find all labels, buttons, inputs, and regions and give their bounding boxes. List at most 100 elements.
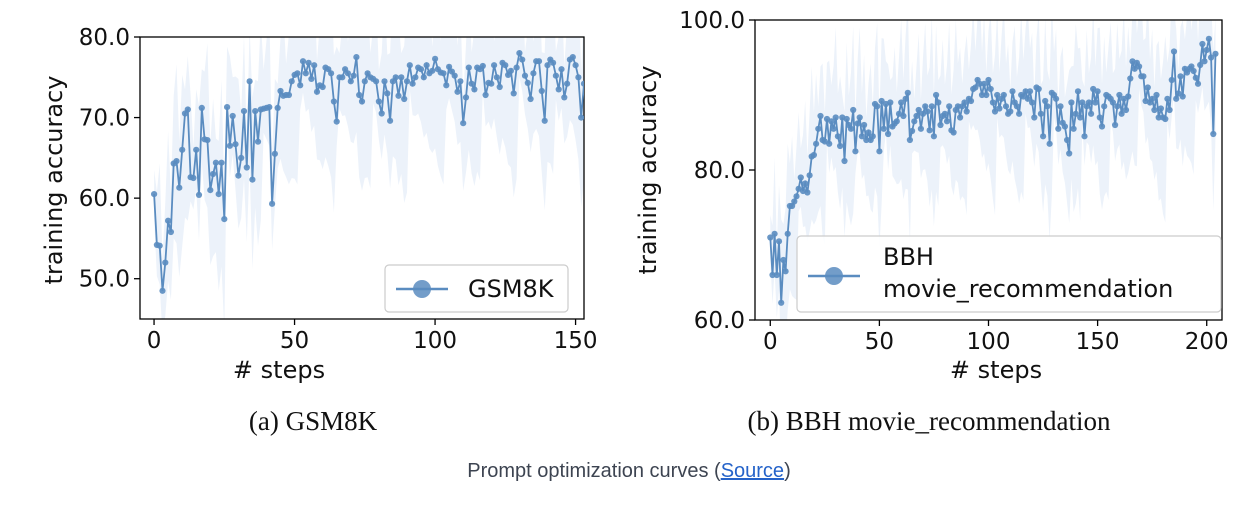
gsm8k-data-point [238,154,245,161]
gsm8k-data-point [432,55,439,62]
bbh-data-point [1013,103,1021,110]
bbh-data-point [1042,97,1049,105]
gsm8k-data-point [502,62,509,69]
bbh-data-point [1066,150,1073,157]
gsm8k-data-point [454,88,461,95]
bbh-data-point [1016,110,1023,117]
gsm8k-legend: GSM8K [384,264,569,313]
bbh-data-point [911,118,918,125]
bbh-xtick-label: 0 [763,329,778,355]
bbh-subcaption: (b) BBH movie_recommendation [748,406,1111,436]
gsm8k-data-point [381,78,388,85]
gsm8k-data-point [524,79,531,86]
gsm8k-data-point [176,184,183,191]
bbh-data-point [806,172,813,179]
bbh-data-point [793,193,800,200]
bbh-data-point [1072,110,1079,117]
gsm8k-xtick-label: 50 [280,328,309,354]
bbh-data-point [996,105,1003,112]
bbh-data-point [1096,114,1103,121]
bbh-data-point [1116,91,1123,99]
bbh-data-point [858,133,866,140]
bbh-data-point [1151,106,1158,114]
gsm8k-data-point [510,90,517,97]
bbh-data-point [1070,125,1077,132]
gsm8k-xtick-label: 150 [554,328,598,354]
bbh-legend: BBH movie_recommendation [796,235,1222,313]
bbh-data-point [780,256,787,264]
gsm8k-data-point [361,78,368,85]
gsm8k-data-point [572,62,579,69]
bbh-data-point [775,238,783,245]
gsm8k-plot-area: 0 50 100 150 50.0 60.0 70.0 80.0 [79,25,598,354]
bbh-data-point [1007,108,1014,115]
gsm8k-data-point [527,95,534,103]
gsm8k-xtick-label: 0 [147,328,162,354]
bbh-data-point [1085,99,1092,106]
gsm8k-data-point [212,159,219,166]
bbh-data-point [1081,133,1088,140]
source-link[interactable]: Source [720,460,785,482]
gsm8k-data-point [207,187,214,194]
bbh-data-point [978,91,986,99]
bbh-data-point [832,114,839,121]
gsm8k-data-point [167,228,174,236]
gsm8k-data-point [297,82,304,89]
bbh-data-point [876,148,883,155]
bbh-data-point [802,180,809,187]
gsm8k-data-point [339,74,346,81]
gsm8k-data-point [184,106,191,113]
bbh-data-point [963,108,970,115]
caption-suffix: ) [784,460,791,482]
bbh-data-point [950,129,957,136]
bbh-data-point [1098,123,1106,130]
bbh-data-point [869,133,876,140]
bbh-data-point [1136,63,1143,70]
bbh-data-point [771,230,778,237]
gsm8k-data-point [569,54,576,61]
bbh-data-point [1009,88,1016,95]
gsm8k-data-point [344,70,351,77]
gsm8k-data-point [162,259,169,266]
gsm8k-axes-frame [139,36,585,320]
gsm8k-legend-frame [384,264,569,313]
bbh-data-point [946,103,953,110]
gsm8k-data-point [159,287,166,294]
bbh-data-point [935,99,942,106]
gsm8k-data-point [271,150,278,157]
gsm8k-data-point [235,172,242,179]
bbh-xtick-label: 200 [1185,329,1229,355]
gsm8k-data-point [308,75,315,82]
gsm8k-data-point [198,104,205,111]
bbh-data-point [1055,125,1062,132]
gsm8k-legend-marker [413,280,431,298]
gsm8k-data-point [299,58,307,65]
bbh-data-point [1164,95,1171,102]
gsm8k-data-point [313,88,321,95]
bbh-data-point [1162,115,1169,123]
gsm8k-xtick-label: 100 [413,328,457,354]
bbh-data-point [961,99,968,106]
bbh-ytick-label: 80.0 [694,158,745,184]
gsm8k-data-point [384,90,391,97]
bbh-data-point [926,127,933,134]
gsm8k-data-point [403,78,411,85]
bbh-data-point [826,140,833,147]
bbh-xtick-label: 50 [865,329,894,355]
bbh-data-point [828,118,835,125]
bbh-data-point [1092,99,1099,106]
bbh-data-point [1194,80,1202,87]
gsm8k-data-point [246,78,253,85]
gsm8k-data-point [277,87,284,95]
figure-caption: Prompt optimization curves (Source) [0,460,1258,483]
gsm8k-data-point [409,80,416,87]
gsm8k-data-point [302,70,309,77]
bbh-legend-frame [796,235,1222,313]
gsm8k-data-point [493,74,500,81]
bbh-data-point [1029,99,1036,106]
gsm8k-data-point [392,74,399,81]
gsm8k-ytick-label: 80.0 [79,25,130,51]
gsm8k-data-point [564,80,571,87]
bbh-data-point [874,103,881,110]
gsm8k-data-point [358,98,366,105]
